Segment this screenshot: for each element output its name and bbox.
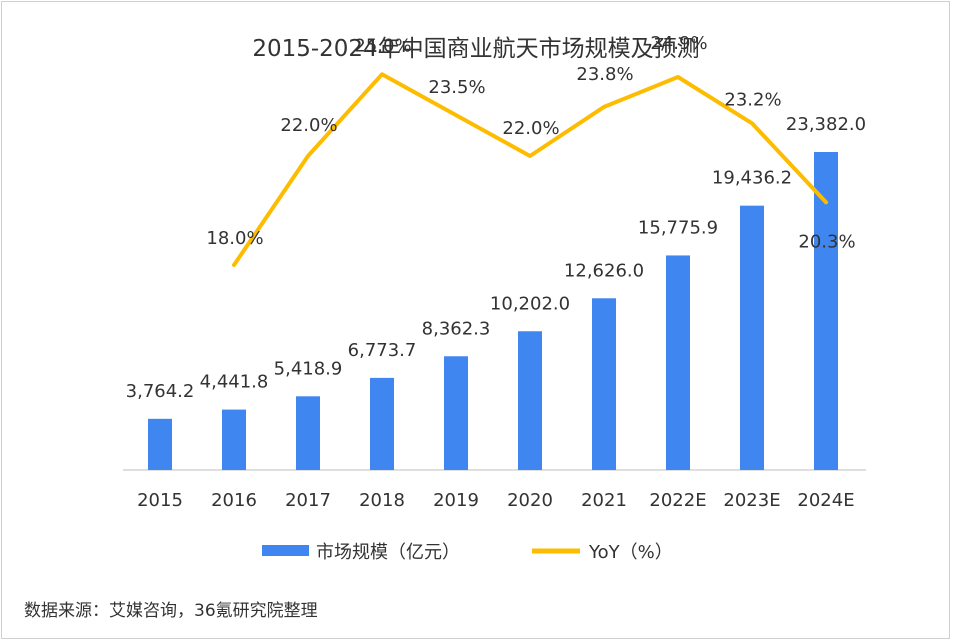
legend-bar-label: 市场规模（亿元） <box>316 542 460 563</box>
yoy-label-2019: 23.5% <box>428 77 485 98</box>
bar-label-2017: 5,418.9 <box>274 358 343 379</box>
yoy-label-2021: 23.8% <box>576 64 633 85</box>
legend: 市场规模（亿元） YoY（%） <box>262 542 673 563</box>
bar-2023E <box>740 205 764 470</box>
source-note: 数据来源：艾媒咨询，36氪研究院整理 <box>24 601 318 621</box>
x-tick-2022E: 2022E <box>649 490 706 511</box>
bar-2016 <box>222 409 246 470</box>
x-tick-2016: 2016 <box>211 490 257 511</box>
bar-label-2015: 3,764.2 <box>126 381 195 402</box>
bar-2018 <box>370 377 394 470</box>
x-tick-2024E: 2024E <box>797 490 854 511</box>
bar-label-2021: 12,626.0 <box>564 260 644 281</box>
bar-2015 <box>148 418 172 470</box>
bar-value-labels: 3,764.2 4,441.85,418.96,773.78,362.3 10,20… <box>126 114 866 402</box>
x-tick-2017: 2017 <box>285 490 331 511</box>
yoy-label-2016: 18.0% <box>206 228 263 249</box>
legend-line-label: YoY（%） <box>588 542 673 563</box>
x-tick-2023E: 2023E <box>723 490 780 511</box>
yoy-label-2022E: 24.9% <box>650 33 707 54</box>
x-tick-2020: 2020 <box>507 490 553 511</box>
yoy-label-2023E: 23.2% <box>724 89 781 110</box>
bar-2024E <box>814 152 838 470</box>
x-tick-2019: 2019 <box>433 490 479 511</box>
x-tick-labels: 2015 2016 2017 2018 2019 2020 2021 2022E 2023E 20… <box>137 490 855 511</box>
chart-title: 2015-2024年中国商业航天市场规模及预测 <box>252 36 699 62</box>
bar-label-2018: 6,773.7 <box>348 340 417 361</box>
bar-label-2020: 10,202.0 <box>490 293 570 314</box>
yoy-label-2018: 25.0% <box>354 35 411 56</box>
bar-2022E <box>666 255 690 470</box>
bar-label-2024E: 23,382.0 <box>786 114 866 135</box>
bar-label-2019: 8,362.3 <box>422 318 491 339</box>
x-tick-2021: 2021 <box>581 490 627 511</box>
yoy-label-2020: 22.0% <box>502 118 559 139</box>
bar-2021 <box>592 298 616 470</box>
legend-bar-swatch <box>262 545 309 556</box>
bar-2017 <box>296 396 320 470</box>
x-tick-2018: 2018 <box>359 490 405 511</box>
bar-label-2016: 4,441.8 <box>200 372 269 393</box>
yoy-label-2024E: 20.3% <box>798 231 855 252</box>
bar-2020 <box>518 331 542 470</box>
bar-label-2022E: 15,775.9 <box>638 217 718 238</box>
x-tick-2015: 2015 <box>137 490 183 511</box>
bar-2019 <box>444 356 468 470</box>
yoy-value-labels: 18.0% 22.0% 25.0% 23.5% 22.0% 23.8% 24.9% 23.2%… <box>206 33 855 252</box>
yoy-line-series <box>232 72 828 267</box>
yoy-line <box>232 72 828 267</box>
yoy-label-2017: 22.0% <box>280 115 337 136</box>
bar-label-2023E: 19,436.2 <box>712 168 792 189</box>
bar-series <box>148 152 838 470</box>
